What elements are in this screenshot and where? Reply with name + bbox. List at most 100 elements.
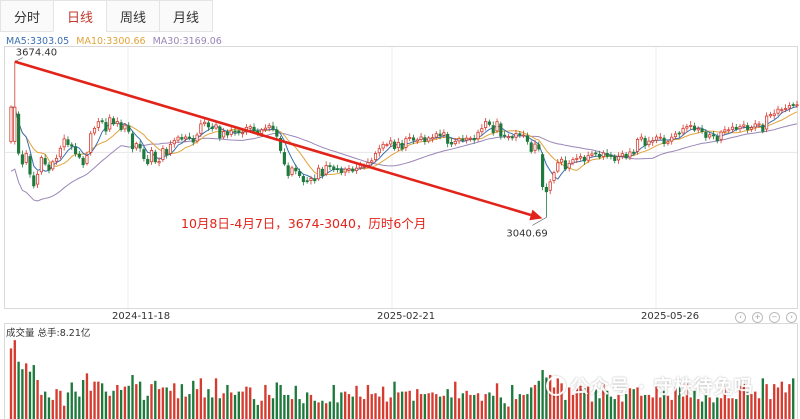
candle-body	[427, 137, 431, 142]
volume-bar	[305, 392, 309, 419]
volume-bar	[609, 396, 613, 419]
candle-body	[73, 146, 78, 155]
candle-body	[749, 127, 754, 130]
low-annotation-leader	[532, 217, 547, 226]
zoom-out-button[interactable]: −	[769, 312, 780, 323]
candle-body	[446, 133, 450, 144]
volume-bar	[100, 383, 104, 419]
volume-bar	[454, 381, 457, 419]
volume-bar	[237, 391, 241, 419]
candle-body	[711, 134, 716, 137]
volume-bar	[47, 397, 51, 419]
volume-bar	[773, 384, 776, 419]
candle-body	[715, 136, 719, 142]
volume-bar	[385, 401, 389, 419]
candle-body	[210, 126, 214, 129]
volume-bar	[632, 389, 635, 419]
candle-body	[651, 140, 655, 143]
volume-bar	[298, 399, 301, 419]
volume-bar	[731, 398, 734, 419]
volume-bar	[313, 400, 316, 419]
volume-bar	[659, 397, 662, 419]
volume-bar	[404, 391, 408, 419]
volume-bar	[131, 375, 134, 419]
candle-body	[324, 165, 328, 175]
candle-body	[218, 126, 222, 139]
candle-body	[39, 157, 43, 173]
candle-body	[719, 131, 723, 140]
volume-bar	[605, 390, 609, 419]
tab-daily[interactable]: 日线	[53, 0, 107, 32]
candle-body	[556, 162, 560, 172]
volume-bar	[419, 394, 423, 419]
candle-body	[320, 168, 324, 176]
candle-body	[111, 118, 116, 125]
volume-bar	[142, 399, 146, 419]
candle-body	[548, 181, 552, 191]
tab-weekly[interactable]: 周线	[106, 0, 160, 32]
candle-body	[180, 137, 184, 140]
volume-bar	[268, 394, 271, 419]
candle-body	[335, 168, 340, 171]
candle-body	[339, 169, 343, 173]
zoom-in-button[interactable]: +	[752, 312, 763, 323]
volume-bar	[530, 387, 533, 419]
volume-bar	[252, 399, 256, 419]
volume-bar	[279, 384, 282, 419]
candle-body	[305, 180, 309, 183]
ma10-line	[11, 106, 798, 177]
volume-bar	[283, 394, 286, 419]
candle-body	[582, 156, 586, 162]
candle-body	[552, 172, 556, 181]
volume-bar	[423, 394, 427, 419]
volume-bar	[32, 365, 35, 419]
candle-body	[643, 138, 647, 146]
candle-body	[298, 171, 302, 176]
candle-body	[666, 141, 670, 144]
candle-body	[316, 167, 321, 180]
volume-bar	[450, 397, 453, 419]
candle-body	[411, 137, 416, 141]
volume-bar	[476, 393, 480, 419]
volume-bar	[499, 397, 503, 419]
candle-body	[157, 161, 161, 164]
volume-bar	[549, 375, 552, 419]
volume-bar	[169, 390, 172, 419]
candle-body	[518, 133, 522, 136]
tab-monthly[interactable]: 月线	[159, 0, 213, 32]
candle-body	[241, 132, 245, 135]
candle-body	[487, 121, 492, 125]
volume-bar	[135, 384, 138, 419]
volume-bar	[617, 394, 620, 419]
tab-intraday[interactable]: 分时	[0, 0, 54, 32]
volume-bar	[712, 402, 715, 419]
volume-bar	[203, 397, 206, 419]
candle-body	[768, 114, 772, 117]
volume-bar	[290, 399, 294, 419]
volume-bar	[412, 400, 415, 419]
volume-bar	[776, 387, 780, 419]
candle-body	[134, 143, 138, 149]
candle-body	[434, 133, 438, 138]
candle-body	[685, 126, 689, 129]
volume-bar	[378, 396, 381, 419]
volume-bar	[473, 394, 476, 419]
candle-body	[123, 124, 127, 130]
candle-body	[784, 108, 788, 110]
candle-body	[104, 122, 108, 132]
candle-body	[54, 157, 59, 162]
scroll-left-button[interactable]: ‹	[735, 312, 746, 323]
volume-bar	[465, 390, 468, 419]
candle-body	[161, 148, 165, 160]
volume-bar	[211, 397, 214, 419]
candle-body	[727, 129, 731, 132]
volume-bar	[104, 391, 108, 419]
volume-bar	[431, 392, 434, 419]
candle-body	[100, 120, 104, 123]
volume-bar	[195, 389, 199, 419]
candle-body	[199, 123, 203, 134]
candle-body	[609, 154, 613, 157]
volume-bar	[294, 385, 297, 419]
candle-body	[127, 125, 131, 132]
scroll-right-button[interactable]: ›	[786, 312, 797, 323]
